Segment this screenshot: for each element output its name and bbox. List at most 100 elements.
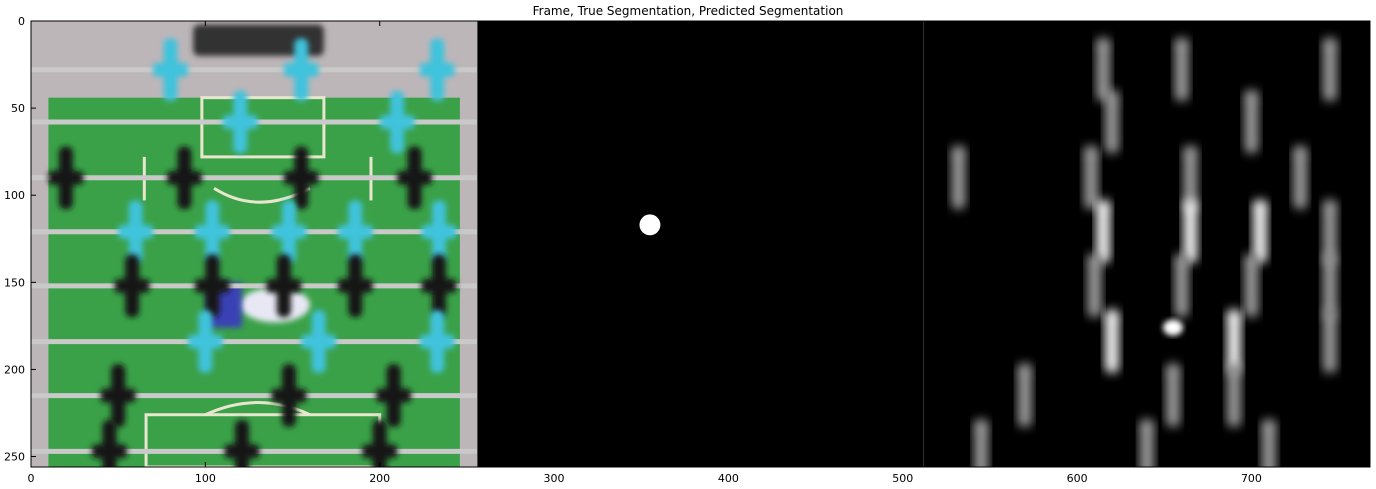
predicted-player-body [1084,146,1099,210]
player-head [430,310,445,325]
predicted-player-head [1083,145,1100,162]
y-tick-label: 100 [4,189,25,202]
predicted-player-body [1183,146,1198,210]
player-shoulders [379,115,415,130]
black-player [337,254,373,318]
predicted-player-body [1253,200,1268,264]
blue-player [301,310,337,373]
predicted-player-body [1322,310,1337,373]
predicted-player-head [1321,199,1338,216]
player-head [111,364,126,379]
player-shoulders [48,170,84,185]
blue-player [283,38,319,102]
axes-frame [30,20,1371,468]
player-shoulders [100,388,136,403]
predicted-player-head [1182,145,1199,162]
predicted-player [1103,89,1120,154]
predicted-player [1226,363,1243,427]
blue-player [153,38,188,102]
predicted-player-head [1252,199,1269,216]
predicted-player [1252,199,1269,264]
predicted-player-head [1138,418,1155,435]
ball-mask [639,214,661,236]
predicted-player-body [1322,254,1337,318]
player-head [177,146,192,161]
black-player [224,419,260,467]
frame-panel [31,21,478,467]
player-head [102,419,117,434]
blue-player [419,310,455,373]
x-tick-label: 500 [892,472,913,485]
predicted-player-head [1260,418,1277,435]
player-head [128,200,143,215]
predicted-player-head [1292,145,1309,162]
predicted-player-head [1226,363,1243,380]
predicted-player-body [1166,364,1180,427]
player-head [125,254,140,269]
player-shoulders [271,388,307,403]
predicted-player-head [1321,37,1338,54]
player-head [58,146,73,161]
player-shoulders [114,278,150,293]
black-player [194,254,230,318]
player-head [198,310,213,325]
player-head [311,310,326,325]
goal-top [193,24,324,56]
player-head [282,200,297,215]
blue-player [187,310,223,373]
x-tick-label: 400 [718,472,739,485]
player-shoulders [224,444,260,459]
player-shoulders [194,224,230,239]
predicted-player-body [1174,254,1189,318]
blue-player [337,200,373,264]
predicted-player [1173,253,1190,318]
black-player [421,254,457,318]
player-shoulders [419,334,455,349]
predicted-player-body [951,146,966,210]
black-player [283,146,319,210]
true-segmentation-background [477,21,924,467]
predicted-player [1321,199,1338,264]
predicted-player-head [1321,309,1338,326]
player-head [431,200,446,215]
x-tick-label: 200 [369,472,390,485]
player-head [233,90,248,105]
player-head [372,419,387,434]
predicted-player-body [1087,254,1102,318]
true-segmentation-panel [477,21,924,467]
blue-player [222,90,258,154]
predicted-player [1226,309,1243,373]
player-shoulders [337,224,373,239]
player-shoulders [222,115,258,130]
player-head [205,254,220,269]
y-tick-label: 150 [4,276,25,289]
predicted-player-head [1086,253,1103,270]
black-player [92,419,127,467]
x-tick-label: 700 [1241,472,1262,485]
y-tick-label: 250 [4,451,25,464]
player-head [234,419,249,434]
predicted-player-body [1322,200,1337,264]
player-head [294,146,309,161]
predicted-player-head [1321,253,1338,270]
predicted-player-body [1096,38,1111,102]
predicted-player [1182,145,1199,210]
player-head [390,90,405,105]
player-shoulders [153,62,188,77]
predicted-player-body [1244,254,1259,318]
x-tick-label: 300 [544,472,565,485]
predicted-player-body [1174,38,1189,102]
predicted-player-head [1103,89,1120,106]
axis-ticks: 0 100 200 300 400 500 600 700 0 50 100 150 200 250 [4,15,1370,485]
black-player [397,146,433,210]
predicted-player [1103,309,1120,373]
player-head [407,146,422,161]
player-shoulders [397,170,433,185]
player-shoulders [118,224,154,239]
bottom-arc [204,401,311,417]
player-shoulders [301,334,337,349]
blue-player [118,200,154,264]
y-tick-label: 50 [11,102,25,115]
player-shoulders [194,278,230,293]
